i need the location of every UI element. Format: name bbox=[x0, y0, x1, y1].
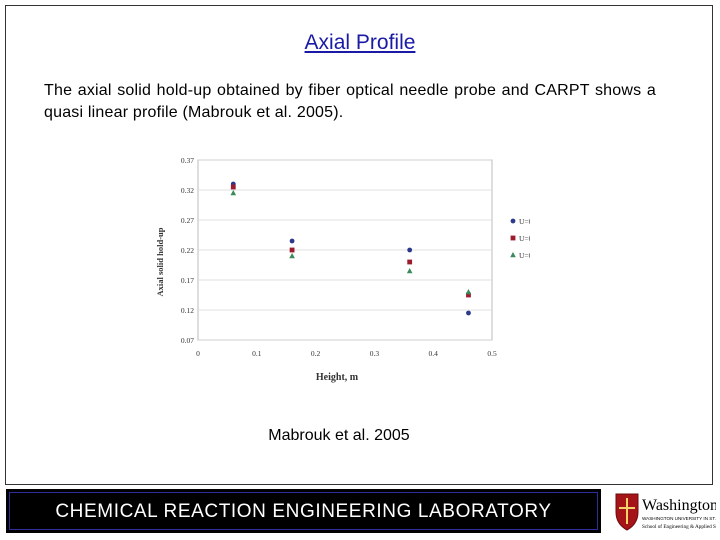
y-tick-label: 0.37 bbox=[181, 156, 194, 165]
data-point-series-3 bbox=[465, 289, 472, 295]
footer-border bbox=[9, 492, 598, 530]
data-point-series-3 bbox=[406, 268, 413, 274]
data-point-series-1 bbox=[289, 238, 295, 244]
slide-body-text: The axial solid hold-up obtained by fibe… bbox=[44, 82, 656, 121]
data-point-series-1 bbox=[466, 310, 471, 316]
legend-marker-series-1 bbox=[510, 218, 516, 224]
data-point-series-3 bbox=[289, 253, 295, 259]
legend-marker-series-2 bbox=[510, 235, 516, 241]
footer-lab-name: CHEMICAL REACTION ENGINEERING LABORATORY bbox=[55, 501, 552, 522]
x-tick-label: 0 bbox=[196, 349, 200, 358]
legend-label-series-1: U=0.30m/s bbox=[519, 217, 530, 226]
logo-subtitle-university: WASHINGTON UNIVERSITY IN ST. LOUIS bbox=[642, 516, 716, 521]
slide-frame bbox=[5, 5, 713, 485]
legend-marker-series-3 bbox=[510, 252, 516, 258]
x-tick-label: 0.3 bbox=[370, 349, 380, 358]
shield-icon bbox=[615, 493, 639, 531]
x-tick-label: 0.5 bbox=[487, 349, 497, 358]
x-tick-label: 0.4 bbox=[429, 349, 439, 358]
data-point-series-1 bbox=[407, 247, 413, 253]
y-tick-label: 0.17 bbox=[181, 276, 194, 285]
footer-banner: CHEMICAL REACTION ENGINEERING LABORATORY bbox=[6, 489, 601, 533]
data-point-series-2 bbox=[466, 292, 471, 298]
logo-wordmark: Washington bbox=[642, 497, 716, 514]
y-tick-label: 0.22 bbox=[181, 246, 194, 255]
data-point-series-2 bbox=[230, 184, 236, 190]
slide-title: Axial Profile bbox=[304, 31, 416, 54]
data-point-series-2 bbox=[407, 259, 413, 265]
x-tick-label: 0.2 bbox=[311, 349, 321, 358]
y-tick-label: 0.07 bbox=[181, 336, 194, 345]
data-point-series-3 bbox=[230, 190, 237, 196]
y-tick-label: 0.27 bbox=[181, 216, 194, 225]
legend-label-series-3: U=0.53m/s bbox=[519, 251, 530, 260]
logo-subtitle-school: School of Engineering & Applied Science bbox=[642, 523, 716, 530]
y-axis-label: Axial solid hold-up bbox=[155, 227, 165, 296]
data-point-series-2 bbox=[289, 247, 295, 253]
scatter-chart: 0.07 0.12 0.17 0.22 0.27 0.32 0.37 0 0.1 0.2 0.3 0.… bbox=[155, 156, 530, 383]
university-logo: Washington WASHINGTON UNIVERSITY IN ST. … bbox=[615, 493, 716, 531]
chart-caption: Mabrouk et al. 2005 bbox=[268, 427, 410, 444]
y-tick-label: 0.32 bbox=[181, 186, 194, 195]
x-tick-label: 0.1 bbox=[252, 349, 262, 358]
legend-label-series-2: U=0.38m/s bbox=[519, 234, 530, 243]
x-axis-label: Height, m bbox=[316, 372, 359, 383]
y-tick-label: 0.12 bbox=[181, 306, 194, 315]
